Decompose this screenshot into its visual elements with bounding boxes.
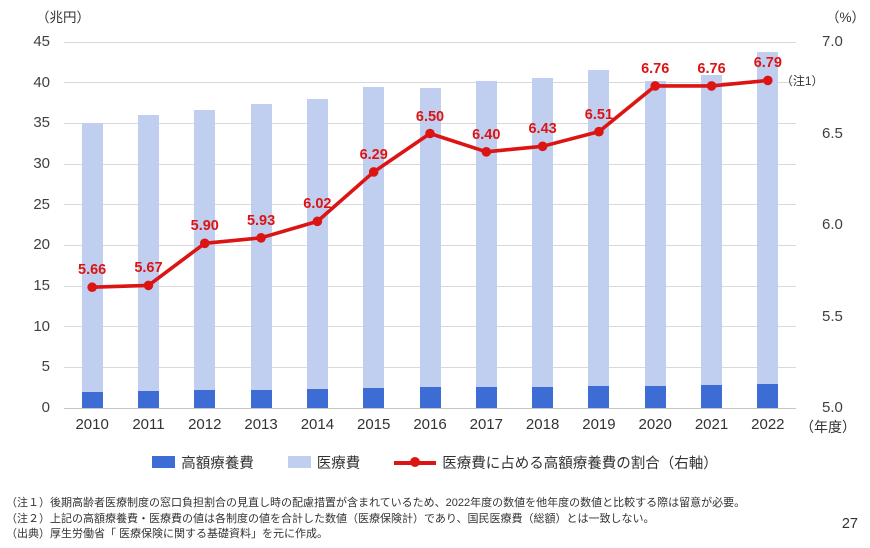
bar-high-cost-care (81, 391, 103, 408)
x-axis-year-label: 2020 (638, 416, 672, 433)
x-axis-year-label: 2022 (751, 416, 785, 433)
bar-high-cost-care (475, 387, 497, 408)
left-axis-tick-label: 5 (41, 358, 50, 376)
right-axis-tick-label: 6.5 (822, 124, 843, 142)
bar-medical-expenses (419, 88, 441, 408)
left-axis-unit-label: （兆円） (36, 10, 90, 25)
bar-high-cost-care (419, 387, 441, 408)
medical-expenses-swatch-icon (287, 456, 311, 468)
ratio-data-label: 6.79 (753, 55, 782, 72)
bar-medical-expenses (306, 98, 328, 408)
left-axis-tick-label: 40 (33, 73, 50, 91)
x-axis-year-label: 2014 (300, 416, 335, 433)
bar-medical-expenses (363, 86, 385, 408)
bar-medical-expenses (757, 51, 779, 408)
high-cost-care-swatch-icon (152, 456, 176, 468)
ratio-data-label: 6.40 (472, 126, 501, 143)
bar-high-cost-care (137, 391, 159, 408)
bar-high-cost-care (644, 385, 666, 408)
legend-item-high-cost-care: 高額療養費 (152, 452, 254, 473)
legend-item-ratio-line: 医療費に占める高額療養費の割合（右軸） (394, 452, 718, 473)
bar-high-cost-care (194, 390, 216, 408)
ratio-data-label: 5.93 (246, 212, 276, 229)
left-axis-tick-label: 25 (33, 195, 50, 213)
bar-medical-expenses (250, 103, 272, 408)
right-axis-tick-label: 5.0 (822, 399, 843, 416)
x-axis-year-label: 2018 (525, 416, 560, 433)
gridline (64, 41, 796, 43)
legend-item-medical-expenses: 医療費 (287, 452, 361, 473)
ratio-line-swatch-icon (394, 456, 437, 468)
right-axis-tick-label: 7.0 (822, 33, 843, 50)
left-axis-tick-label: 30 (33, 155, 50, 172)
x-axis-year-label: 2013 (244, 416, 278, 433)
ratio-data-label: 6.43 (528, 121, 557, 138)
x-axis-year-label: 2016 (413, 416, 447, 433)
page-number: 27 (841, 516, 858, 532)
ratio-data-label: 5.90 (190, 218, 219, 235)
x-axis-year-label: 2021 (694, 416, 729, 433)
footnote-source: （出典）厚生労働省「 医療保険に関する基礎資料」を元に作成。 (6, 528, 329, 540)
ratio-data-label: 6.76 (697, 60, 726, 77)
x-axis-year-label: 2011 (132, 416, 165, 433)
ratio-data-label: 5.66 (78, 262, 107, 279)
x-axis-year-label: 2017 (469, 416, 503, 433)
left-axis-tick-label: 10 (33, 317, 50, 335)
bar-high-cost-care (757, 383, 779, 408)
ratio-data-label: 6.02 (303, 196, 332, 213)
bar-high-cost-care (532, 386, 554, 408)
x-axis-year-label: 2019 (582, 416, 616, 433)
x-axis-year-label: 2012 (188, 416, 222, 433)
ratio-data-label: 6.51 (584, 106, 614, 123)
ratio-data-label: 6.76 (641, 60, 670, 77)
ratio-data-label: 6.29 (359, 146, 388, 163)
footnotes: （注１）後期高齢者医療制度の窓口負担割合の見直し時の配慮措置が含まれているため、… (6, 496, 745, 543)
left-axis-tick-label: 20 (33, 236, 50, 254)
last-point-annotation: （注1） (780, 74, 824, 89)
left-axis-tick-label: 45 (33, 33, 50, 50)
legend-label-ratio-line: 医療費に占める高額療養費の割合（右軸） (442, 455, 718, 472)
ratio-data-label: 6.50 (415, 108, 445, 125)
legend-label-high-cost-care: 高額療養費 (181, 455, 254, 472)
chart-legend: 高額療養費 医療費 医療費に占める高額療養費の割合（右軸） (0, 450, 870, 474)
x-axis-unit-label: （年度） (800, 419, 856, 435)
bar-medical-expenses (701, 74, 723, 408)
bar-medical-expenses (194, 110, 216, 408)
bar-medical-expenses (644, 81, 666, 408)
x-axis-year-label: 2015 (357, 416, 391, 433)
bar-high-cost-care (306, 389, 328, 408)
bar-high-cost-care (701, 385, 723, 408)
gridline (64, 82, 796, 84)
footnote-2: （注２）上記の高額療養費・医療費の値は各制度の値を合計した数値（医療保険計）であ… (6, 512, 655, 525)
bar-high-cost-care (250, 389, 272, 408)
left-axis-tick-label: 35 (33, 114, 50, 132)
gridline (64, 407, 796, 409)
bar-high-cost-care (588, 386, 610, 408)
left-axis-tick-label: 15 (33, 277, 50, 294)
left-axis-tick-label: 0 (41, 399, 50, 416)
ratio-data-label: 5.67 (134, 260, 163, 277)
right-axis-tick-label: 5.5 (822, 307, 843, 325)
right-axis-tick-label: 6.0 (822, 216, 843, 233)
x-axis-year-label: 2010 (75, 416, 109, 433)
bar-high-cost-care (363, 387, 385, 408)
footnote-1: （注１）後期高齢者医療制度の窓口負担割合の見直し時の配慮措置が含まれているため、… (6, 497, 746, 509)
right-axis-unit-label: （%） (826, 10, 866, 25)
legend-label-medical-expenses: 医療費 (316, 455, 361, 472)
